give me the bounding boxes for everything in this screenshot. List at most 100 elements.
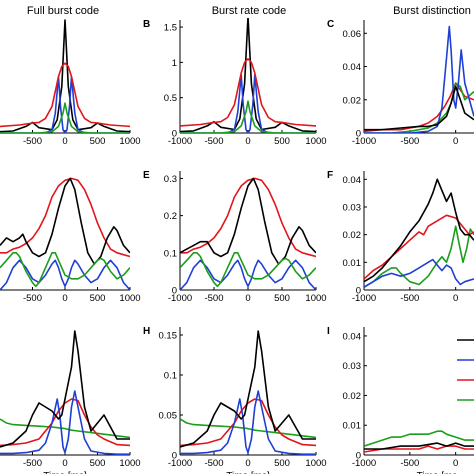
panel-e-series-blue — [180, 259, 316, 290]
panel-b-letter: B — [143, 19, 150, 30]
panel-b-xtick-label: 1000 — [305, 136, 326, 147]
panel-c-series-red — [364, 82, 474, 133]
panel-i-ytick-label: 0 — [356, 451, 361, 462]
panel-h-series-black — [180, 330, 316, 448]
panel-h-xtick-label: -1000 — [168, 458, 192, 469]
panel-a-series-black — [0, 19, 130, 133]
panel-e-ytick-label: 0.1 — [164, 248, 177, 259]
panel-i-xlabel: Time [ms — [417, 471, 458, 474]
panel-b-xtick-label: -1000 — [168, 136, 192, 147]
panel-a-series-blue — [0, 75, 130, 133]
panel-i-series-red — [364, 445, 474, 453]
panel-f-series-group — [364, 178, 474, 288]
panel-h-xlabel: Time [ms] — [226, 471, 270, 474]
panel-e-series-green — [180, 252, 316, 288]
panel-b: -1000 -500 0 500 1000 0 0.5 1 1.5 B — [143, 18, 327, 147]
panel-e-ytick-label: 0 — [172, 286, 177, 297]
panel-e-series-group — [180, 177, 316, 290]
panel-f-ytick-label: 0.04 — [343, 175, 362, 186]
panel-c-series-blue — [364, 25, 474, 133]
panel-i-ytick-label: 0.02 — [343, 391, 362, 402]
panel-g-series-red — [0, 398, 130, 447]
panel-d-xtick-label: 500 — [90, 293, 106, 304]
panel-e-series-black — [180, 177, 316, 265]
panel-f-xtick-label: 0 — [453, 293, 458, 304]
panel-f-ytick-label: 0 — [356, 286, 361, 297]
panel-g: -500 0 500 1000 Time [ms] — [0, 330, 141, 474]
panel-c-xtick-label: 0 — [453, 136, 458, 147]
panel-a-xtick-label: -500 — [23, 136, 42, 147]
panel-c-letter: C — [327, 19, 334, 30]
panel-d-series-red — [0, 177, 130, 258]
column-title-burst-rate-code: Burst rate code — [212, 5, 287, 17]
panel-a-xtick-label: 500 — [90, 136, 106, 147]
panel-f: -1000 -500 0 0 0.01 0.02 0.03 0.04 F — [327, 170, 474, 304]
panel-i-ytick-label: 0.03 — [343, 361, 362, 372]
panel-d-xtick-label: -500 — [23, 293, 42, 304]
panel-a-series-green — [0, 102, 130, 133]
panel-f-ytick-label: 0.02 — [343, 230, 362, 241]
panel-f-series-black — [364, 178, 474, 283]
panel-a-series-red — [0, 62, 130, 128]
panel-h-series-red — [180, 398, 316, 447]
panel-h-xtick-label: -500 — [204, 458, 223, 469]
panel-e-xtick-label: 500 — [274, 293, 290, 304]
panel-h: -1000 -500 0 500 1000 0 0.05 0.1 0.15 H Time [ms] — [143, 326, 327, 474]
panel-d-series-blue — [0, 259, 130, 290]
panel-c-xtick-label: -500 — [400, 136, 419, 147]
panel-a-xtick-label: 1000 — [119, 136, 140, 147]
panel-e: -1000 -500 0 500 1000 0 0.1 0.2 0.3 E — [143, 170, 327, 304]
panel-i: -1000 -500 0 0 0.01 0.02 0.03 0.04 I Time [ms — [327, 326, 474, 474]
panel-h-series-group — [180, 330, 316, 455]
panel-g-xtick-label: 1000 — [119, 458, 140, 469]
panel-h-xtick-label: 1000 — [305, 458, 326, 469]
panel-f-xtick-label: -500 — [400, 293, 419, 304]
panel-g-series-blue — [0, 390, 130, 455]
panel-c-series-group — [364, 25, 474, 133]
panel-e-xtick-label: 0 — [245, 293, 250, 304]
panel-h-ytick-label: 0.15 — [159, 331, 178, 342]
panel-i-series-black — [364, 442, 474, 450]
panel-h-ytick-label: 0.05 — [159, 411, 178, 422]
panel-c-ytick-label: 0 — [356, 129, 361, 140]
panel-b-ytick-label: 0 — [172, 129, 177, 140]
panel-f-series-blue — [364, 258, 474, 288]
panel-d-xtick-label: 1000 — [119, 293, 140, 304]
panel-g-series-group — [0, 330, 130, 455]
panel-f-series-red — [364, 214, 474, 280]
panel-i-xtick-label: -1000 — [352, 458, 376, 469]
panel-i-series-green — [364, 430, 474, 447]
panel-c-xtick-label: -1000 — [352, 136, 376, 147]
panel-h-xtick-label: 500 — [274, 458, 290, 469]
panel-f-series-green — [364, 225, 474, 288]
panel-g-xtick-label: 500 — [90, 458, 106, 469]
panel-b-ytick-label: 1.5 — [164, 23, 177, 34]
panel-c-ytick-label: 0.02 — [343, 95, 362, 106]
column-title-burst-distinction: Burst distinction — [393, 5, 471, 17]
panel-b-ytick-label: 1 — [172, 58, 177, 69]
panel-b-xtick-label: -500 — [204, 136, 223, 147]
panel-i-xtick-label: -500 — [400, 458, 419, 469]
panel-a: -500 0 500 1000 — [0, 19, 141, 147]
panel-c-series-green — [364, 82, 474, 133]
panel-g-xlabel: Time [ms] — [43, 471, 87, 474]
panel-e-xtick-label: -500 — [204, 293, 223, 304]
panel-g-xtick-label: 0 — [62, 458, 67, 469]
panel-h-letter: H — [143, 326, 150, 337]
panel-b-series-green — [180, 100, 316, 133]
panel-b-series-black — [180, 18, 316, 133]
panel-g-xtick-label: -500 — [23, 458, 42, 469]
panel-a-xtick-label: 0 — [62, 136, 67, 147]
panel-i-letter: I — [327, 326, 330, 337]
panel-f-ytick-label: 0.01 — [343, 258, 362, 269]
panel-f-letter: F — [327, 170, 333, 181]
panel-b-series-group — [180, 18, 316, 133]
panel-b-series-blue — [180, 74, 316, 133]
panel-c-ytick-label: 0.06 — [343, 29, 362, 40]
panel-e-xtick-label: 1000 — [305, 293, 326, 304]
panel-e-xtick-label: -1000 — [168, 293, 192, 304]
panel-f-ytick-label: 0.03 — [343, 202, 362, 213]
panel-b-series-red — [180, 58, 316, 127]
panel-e-ytick-label: 0.2 — [164, 211, 177, 222]
